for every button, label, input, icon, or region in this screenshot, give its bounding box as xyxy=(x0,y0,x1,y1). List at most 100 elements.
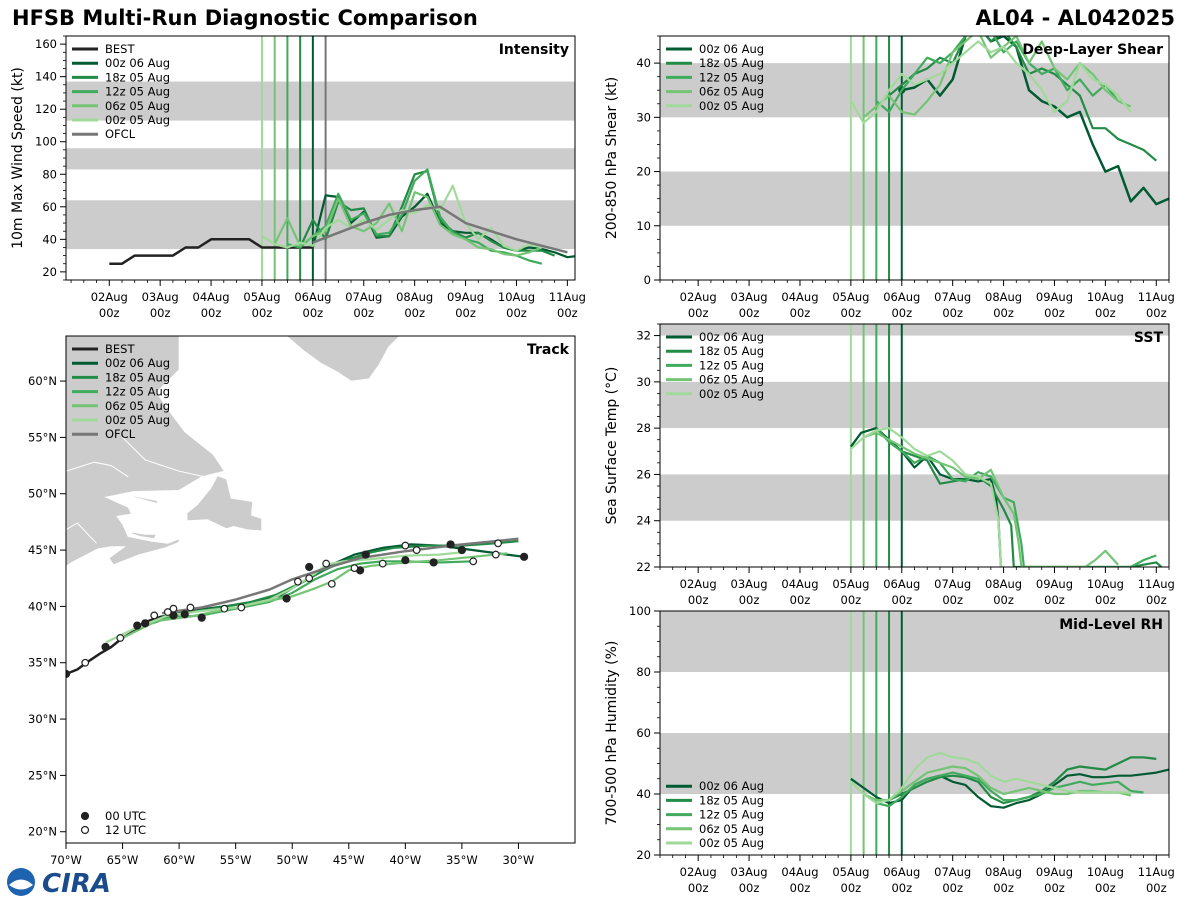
track-xtick-label: 60°W xyxy=(163,853,195,867)
shear-ytick-label: 20 xyxy=(636,165,651,179)
intensity-plot-area xyxy=(66,36,575,280)
track-xtick-label: 35°W xyxy=(446,853,478,867)
sst-xtick-label: 11Aug xyxy=(1138,577,1175,591)
track-legend-label: 18z 05 Aug xyxy=(105,370,170,384)
rh-series-4 xyxy=(850,751,1131,805)
track-point-12utc xyxy=(327,579,336,588)
rh-ytick-label: 40 xyxy=(636,787,651,801)
track-point-12utc xyxy=(293,577,302,586)
rh-series-2 xyxy=(876,771,1144,808)
rh-series-3 xyxy=(863,765,1132,802)
map-border-2 xyxy=(122,437,211,479)
map-land-0 xyxy=(66,336,226,567)
intensity-xtick-label: 09Aug xyxy=(447,290,484,304)
intensity-ytick-label: 100 xyxy=(35,135,57,149)
map-land-4 xyxy=(285,336,401,382)
track-ytick-label: 50°N xyxy=(28,487,57,501)
rh-legend-label: 18z 05 Aug xyxy=(699,793,764,807)
track-ytick-label: 40°N xyxy=(28,599,57,613)
shear-series-3 xyxy=(862,36,1132,119)
shear-xtick-label-2: 00z xyxy=(688,306,709,320)
sst-xtick-label-2: 00z xyxy=(790,593,811,607)
rh-ytick-label: 20 xyxy=(636,848,651,862)
track-xtick-label: 40°W xyxy=(389,853,421,867)
map-border-0 xyxy=(66,522,97,544)
map-land-3 xyxy=(66,583,67,587)
intensity-ytick-label: 80 xyxy=(42,167,57,181)
track-point-12utc xyxy=(163,608,172,616)
intensity-xtick-label-2: 00z xyxy=(303,306,324,320)
rh-xtick-label-2: 00z xyxy=(942,881,963,895)
intensity-series-0 xyxy=(109,238,313,265)
shear-series-0 xyxy=(901,36,1169,206)
shear-legend-label: 12z 05 Aug xyxy=(699,70,764,84)
sst-legend-label: 12z 05 Aug xyxy=(699,358,764,372)
shear-ytick-label: 40 xyxy=(636,56,651,70)
track-point-12utc xyxy=(378,559,387,568)
shear-xtick-label: 02Aug xyxy=(680,290,717,304)
map-land-1 xyxy=(186,475,263,532)
intensity-xtick-label-2: 00z xyxy=(506,306,527,320)
track-ytick-label: 25°N xyxy=(28,768,57,782)
track-point-12utc xyxy=(494,539,502,548)
sst-xtick-label: 08Aug xyxy=(985,577,1022,591)
rh-xtick-label: 05Aug xyxy=(832,865,869,879)
track-ytick-label: 55°N xyxy=(28,430,57,444)
track-legend-label: 12z 05 Aug xyxy=(105,385,170,399)
rh-plot-area xyxy=(660,611,1169,855)
intensity-band-0 xyxy=(66,200,575,250)
track-legend-label: 06z 05 Aug xyxy=(105,399,170,413)
track-title: Track xyxy=(527,342,570,358)
intensity-xtick-label-2: 00z xyxy=(455,306,476,320)
intensity-xtick-label: 02Aug xyxy=(91,290,128,304)
intensity-xtick-label-2: 00z xyxy=(252,306,273,320)
sst-ytick-label: 32 xyxy=(636,329,651,343)
rh-xtick-label: 03Aug xyxy=(731,865,768,879)
track-point-12utc xyxy=(491,550,500,559)
track-xtick-label: 55°W xyxy=(220,853,252,867)
rh-xtick-label: 04Aug xyxy=(781,865,818,879)
rh-ytick-label: 100 xyxy=(629,604,651,618)
track-point-12utc xyxy=(412,546,421,554)
track-ytick-label: 45°N xyxy=(28,543,57,557)
intensity-ytick-label: 60 xyxy=(42,200,57,214)
shear-xtick-label: 03Aug xyxy=(731,290,768,304)
intensity-xtick-label: 10Aug xyxy=(498,290,535,304)
cira-logo: CIRA xyxy=(4,866,114,899)
rh-band-1 xyxy=(660,611,1169,672)
shear-xtick-label-2: 00z xyxy=(1146,306,1167,320)
shear-legend-label: 00z 06 Aug xyxy=(699,42,764,56)
track-point-12utc xyxy=(401,541,410,550)
track-point-00utc xyxy=(101,642,110,652)
logo-text: CIRA xyxy=(42,869,111,898)
rh-xtick-label-2: 00z xyxy=(841,881,862,895)
rh-series-0 xyxy=(850,768,1169,809)
track-legend-marker xyxy=(80,811,90,821)
track-ytick-label: 60°N xyxy=(28,374,57,388)
intensity-legend-label: 00z 06 Aug xyxy=(105,56,170,70)
track-point-00utc xyxy=(401,556,410,565)
figure-title: HFSB Multi-Run Diagnostic Comparison xyxy=(12,6,478,30)
shear-title: Deep-Layer Shear xyxy=(1022,42,1163,58)
shear-xtick-label: 09Aug xyxy=(1036,290,1073,304)
track-series-6 xyxy=(161,537,519,615)
rh-legend-label: 00z 05 Aug xyxy=(699,836,764,850)
intensity-xtick-label-2: 00z xyxy=(99,306,120,320)
sst-band-1 xyxy=(660,381,1169,429)
track-legend-label: BEST xyxy=(105,342,135,356)
intensity-xtick-label-2: 00z xyxy=(150,306,171,320)
shear-legend-label: 18z 05 Aug xyxy=(699,56,764,70)
track-ytick-label: 30°N xyxy=(28,712,57,726)
sst-ytick-label: 26 xyxy=(636,467,651,481)
shear-xtick-label: 07Aug xyxy=(934,290,971,304)
track-point-00utc xyxy=(457,545,466,555)
chart-shear: 0 10 20 30 40 02Aug 00z 03Aug 00z 04Aug 00z 05Aug 00… xyxy=(604,35,1175,320)
sst-xtick-label-2: 00z xyxy=(1044,593,1065,607)
rh-legend-label: 12z 05 Aug xyxy=(699,808,764,822)
track-plot-area xyxy=(66,336,529,679)
sst-xtick-label: 03Aug xyxy=(731,577,768,591)
